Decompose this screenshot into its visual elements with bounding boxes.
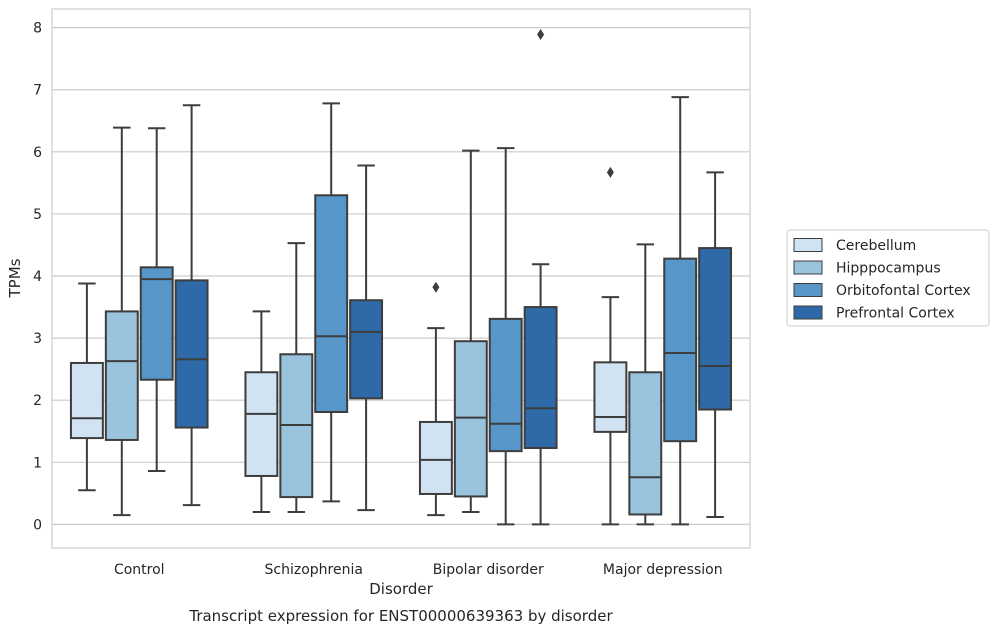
legend: Cerebellum Hipppocampus Orbitofontal Corte… [786, 229, 990, 327]
y-tick-label: 8 [33, 21, 42, 37]
box-prefrontal-cortex [698, 171, 733, 518]
box-orbitofontal-cortex [314, 102, 349, 503]
box-iqr [453, 340, 488, 498]
box-iqr [663, 257, 698, 443]
x-tick-label: Major depression [603, 562, 723, 578]
y-tick-label: 0 [33, 517, 42, 533]
box-iqr [349, 299, 384, 400]
box-orbitofontal-cortex [663, 96, 698, 526]
box-cerebellum [418, 281, 453, 517]
legend-label: Hipppocampus [836, 261, 941, 277]
box-hipppocampus [453, 149, 488, 513]
box-iqr [698, 247, 733, 411]
box-cerebellum [593, 166, 628, 526]
box-iqr [628, 371, 663, 516]
outlier-marker [432, 281, 440, 293]
x-axis-label: Disorder [369, 580, 433, 598]
y-axis-label: TPMs [6, 258, 24, 298]
y-tick-label: 1 [33, 455, 42, 471]
legend-label: Prefrontal Cortex [836, 306, 955, 322]
legend-swatch [793, 260, 823, 275]
box-cerebellum [244, 310, 279, 513]
y-tick-label: 5 [33, 207, 42, 223]
x-tick-label: Bipolar disorder [433, 562, 544, 578]
box-iqr [174, 279, 209, 429]
box-iqr [104, 310, 139, 441]
legend-label: Orbitofontal Cortex [836, 283, 971, 299]
y-tick-label: 3 [33, 331, 42, 347]
box-iqr [139, 266, 174, 381]
box-prefrontal-cortex [523, 28, 558, 526]
legend-swatch [793, 283, 823, 297]
box-hipppocampus [628, 243, 663, 526]
y-tick-labels: 0 1 2 3 4 5 6 7 8 [33, 21, 42, 534]
x-tick-labels: Control Schizophrenia Bipolar disorder Majo… [114, 562, 723, 578]
box-iqr [314, 194, 349, 414]
box-cerebellum [69, 282, 104, 492]
box-hipppocampus [104, 126, 139, 517]
legend-label: Cerebellum [836, 238, 916, 254]
outlier-marker [537, 28, 545, 40]
legend-swatch [793, 238, 823, 252]
box-orbitofontal-cortex [488, 147, 523, 526]
box-iqr [523, 306, 558, 450]
outlier-marker [606, 166, 614, 178]
x-tick-label: Control [114, 562, 165, 578]
legend-swatch [793, 305, 823, 320]
x-tick-label: Schizophrenia [265, 562, 363, 578]
y-tick-label: 6 [33, 145, 42, 161]
box-iqr [488, 317, 523, 453]
box-prefrontal-cortex [349, 164, 384, 512]
box-orbitofontal-cortex [139, 127, 174, 472]
box-iqr [244, 371, 279, 477]
box-hipppocampus [279, 242, 314, 513]
legend-frame [786, 229, 990, 327]
y-tick-label: 2 [33, 393, 42, 409]
box-iqr [69, 361, 104, 440]
figure-caption: Transcript expression for ENST0000063936… [188, 607, 613, 625]
y-tick-label: 7 [33, 83, 42, 99]
box-iqr [593, 361, 628, 433]
box-iqr [418, 420, 453, 495]
box-groups [69, 28, 733, 526]
plot-frame [51, 8, 751, 549]
y-tick-label: 4 [33, 269, 42, 285]
box-prefrontal-cortex [174, 104, 209, 507]
